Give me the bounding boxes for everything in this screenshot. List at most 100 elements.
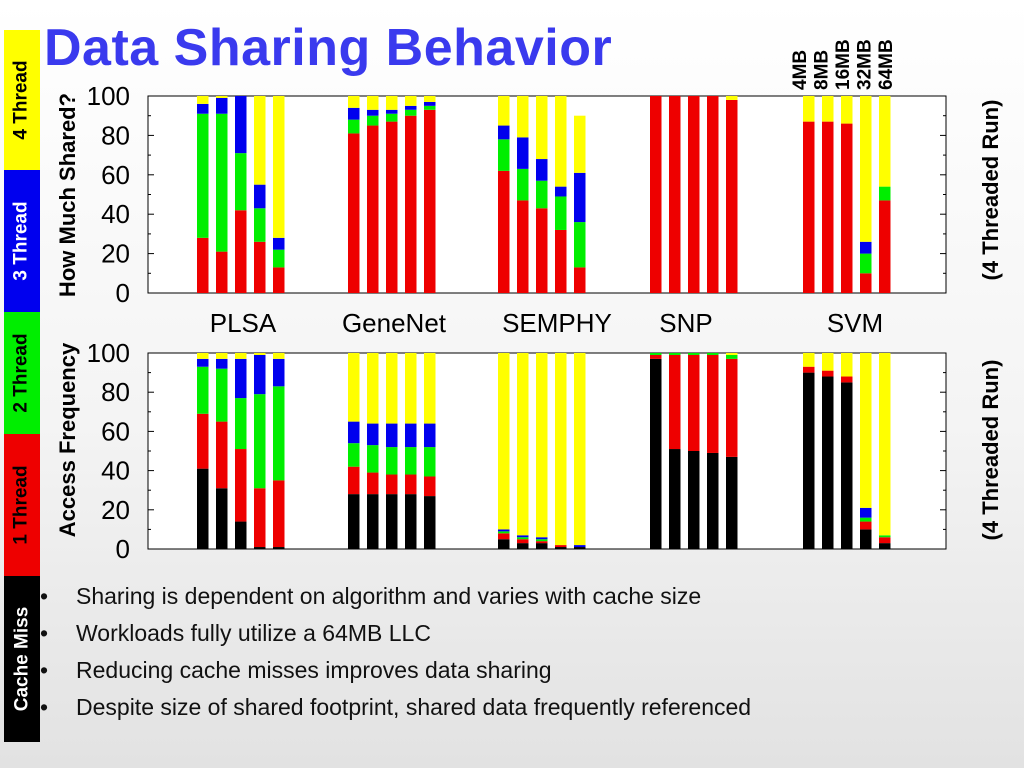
bar-segment-2-thread bbox=[197, 113, 209, 238]
slide-title: Data Sharing Behavior bbox=[44, 19, 613, 77]
bar-segment-1-thread bbox=[405, 474, 417, 495]
bar-segment-2-thread bbox=[216, 368, 228, 422]
bar-segment-2-thread bbox=[386, 113, 398, 122]
bar-segment-4-thread bbox=[822, 353, 834, 371]
bar-segment-4-thread bbox=[555, 353, 567, 546]
bar-segment-4-thread bbox=[860, 96, 872, 242]
bar-segment-cache-miss bbox=[879, 543, 891, 549]
bar-segment-4-thread bbox=[841, 353, 853, 377]
x-group-label: GeneNet bbox=[342, 308, 447, 338]
bar-segment-cache-miss bbox=[536, 543, 548, 549]
bar-segment-2-thread bbox=[235, 398, 247, 450]
bar-segment-1-thread bbox=[235, 449, 247, 522]
legend-strip-3-thread: 3 Thread bbox=[4, 170, 40, 312]
bar-segment-3-thread bbox=[273, 358, 285, 387]
bar-segment-1-thread bbox=[254, 241, 266, 293]
bullet-text: Reducing cache misses improves data shar… bbox=[76, 657, 552, 683]
bar-segment-cache-miss bbox=[688, 451, 700, 549]
bullet-dot-icon: • bbox=[40, 620, 49, 646]
y-tick-label: 80 bbox=[101, 377, 130, 407]
bar-segment-2-thread bbox=[669, 353, 681, 355]
bar-segment-1-thread bbox=[367, 472, 379, 495]
bullet-text: Workloads fully utilize a 64MB LLC bbox=[76, 620, 431, 646]
bar-segment-2-thread bbox=[254, 394, 266, 489]
y-axis-title: Access Frequency bbox=[55, 342, 80, 537]
bar-segment-4-thread bbox=[879, 96, 891, 187]
bar-segment-3-thread bbox=[517, 137, 529, 169]
bar-segment-1-thread bbox=[386, 121, 398, 293]
bar-segment-1-thread bbox=[841, 123, 853, 293]
bar-segment-2-thread bbox=[424, 447, 436, 477]
y-tick-label: 20 bbox=[101, 495, 130, 525]
bar-segment-3-thread bbox=[405, 423, 417, 448]
bar-segment-1-thread bbox=[367, 125, 379, 293]
cache-size-label: 64MB bbox=[876, 39, 897, 90]
bar-segment-1-thread bbox=[254, 488, 266, 548]
bar-segment-1-thread bbox=[707, 96, 719, 293]
bar-segment-4-thread bbox=[386, 353, 398, 424]
bar-segment-2-thread bbox=[650, 353, 662, 355]
bar-segment-1-thread bbox=[517, 539, 529, 544]
bar-segment-2-thread bbox=[348, 443, 360, 467]
bullet-list: • Sharing is dependent on algorithm and v… bbox=[40, 578, 751, 726]
bar-segment-1-thread bbox=[216, 251, 228, 293]
bar-segment-1-thread bbox=[273, 480, 285, 548]
y-tick-label: 80 bbox=[101, 120, 130, 150]
bar-segment-4-thread bbox=[197, 96, 209, 104]
bar-segment-3-thread bbox=[348, 107, 360, 120]
bar-segment-cache-miss bbox=[367, 494, 379, 549]
legend-strip-cache-miss: Cache Miss bbox=[4, 576, 40, 742]
bar-segment-3-thread bbox=[574, 172, 586, 223]
bar-segment-1-thread bbox=[574, 267, 586, 293]
bar-segment-1-thread bbox=[216, 421, 228, 489]
bullet-item: • Reducing cache misses improves data sha… bbox=[40, 652, 751, 689]
bar-segment-cache-miss bbox=[822, 376, 834, 549]
bar-segment-1-thread bbox=[273, 267, 285, 293]
legend-strip-4-thread: 4 Thread bbox=[4, 30, 40, 170]
bar-segment-4-thread bbox=[235, 353, 247, 359]
y-axis-title: How Much Shared? bbox=[55, 93, 80, 297]
bar-segment-4-thread bbox=[517, 353, 529, 536]
cache-size-label: 4MB bbox=[790, 50, 811, 90]
bar-segment-4-thread bbox=[273, 353, 285, 359]
bar-segment-cache-miss bbox=[517, 543, 529, 549]
bar-segment-cache-miss bbox=[273, 547, 285, 549]
bar-segment-3-thread bbox=[386, 109, 398, 114]
bar-segment-2-thread bbox=[405, 109, 417, 116]
bar-segment-1-thread bbox=[879, 200, 891, 293]
bar-segment-1-thread bbox=[822, 370, 834, 377]
thread-legend-strip: 4 Thread 3 Thread 2 Thread 1 Thread Cache Mi… bbox=[4, 30, 40, 742]
bar-segment-4-thread bbox=[803, 353, 815, 367]
bullet-dot-icon: • bbox=[40, 583, 49, 609]
bar-segment-3-thread bbox=[197, 358, 209, 367]
bar-segment-1-thread bbox=[803, 366, 815, 373]
bar-segment-4-thread bbox=[197, 353, 209, 359]
bar-segment-4-thread bbox=[273, 96, 285, 238]
bar-segment-2-thread bbox=[273, 249, 285, 268]
bar-segment-1-thread bbox=[424, 109, 436, 293]
bar-segment-4-thread bbox=[348, 96, 360, 108]
bar-segment-1-thread bbox=[498, 170, 510, 293]
bar-segment-2-thread bbox=[688, 353, 700, 355]
right-annotation: (4 Threaded Run) bbox=[978, 360, 1003, 541]
bar-segment-3-thread bbox=[860, 507, 872, 518]
bar-segment-2-thread bbox=[498, 139, 510, 171]
bar-segment-2-thread bbox=[367, 445, 379, 473]
bar-segment-1-thread bbox=[348, 133, 360, 293]
bar-segment-1-thread bbox=[536, 208, 548, 293]
bullet-text: Sharing is dependent on algorithm and va… bbox=[76, 583, 702, 609]
bullet-item: • Sharing is dependent on algorithm and v… bbox=[40, 578, 751, 615]
bar-segment-4-thread bbox=[536, 96, 548, 160]
bar-segment-cache-miss bbox=[386, 494, 398, 549]
bar-segment-1-thread bbox=[669, 96, 681, 293]
bar-segment-2-thread bbox=[536, 539, 548, 542]
bar-segment-2-thread bbox=[424, 105, 436, 110]
bar-segment-2-thread bbox=[536, 180, 548, 209]
bar-segment-3-thread bbox=[348, 421, 360, 444]
bar-segment-cache-miss bbox=[197, 468, 209, 549]
bar-segment-cache-miss bbox=[650, 358, 662, 549]
cache-size-label: 16MB bbox=[833, 39, 854, 90]
bar-segment-cache-miss bbox=[424, 496, 436, 549]
cache-size-label: 32MB bbox=[855, 39, 876, 90]
bar-segment-3-thread bbox=[555, 186, 567, 197]
